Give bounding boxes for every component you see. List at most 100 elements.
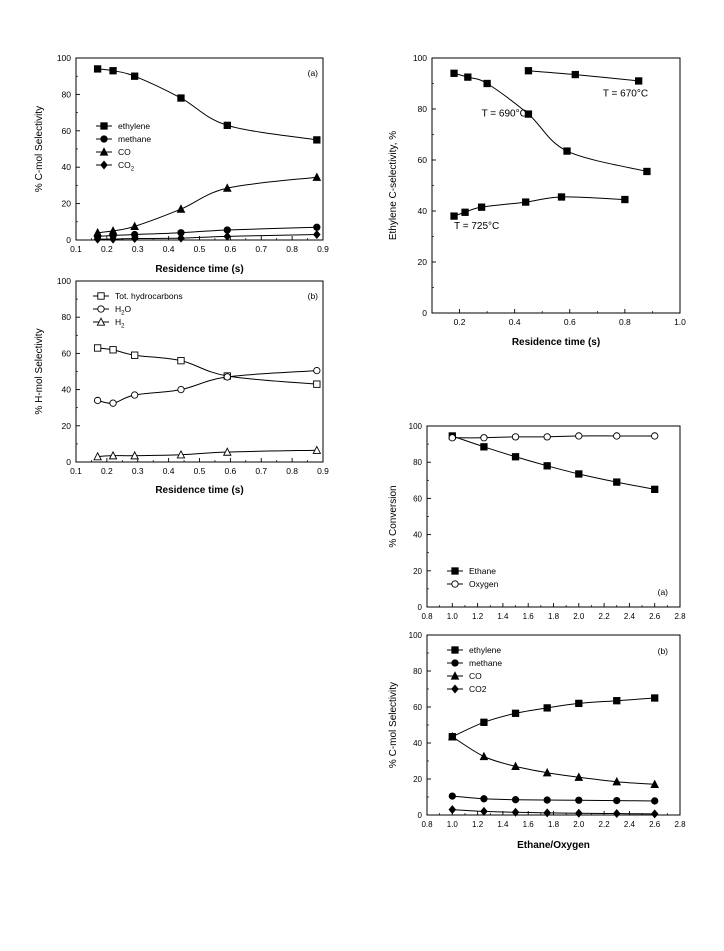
x-tick-label: 2.8	[674, 612, 686, 621]
data-point	[312, 172, 322, 181]
data-point	[312, 445, 322, 454]
series-3	[93, 172, 322, 237]
x-tick-label: 2.0	[573, 820, 585, 829]
legend-entry: H2O	[93, 304, 131, 317]
data-point	[109, 399, 117, 407]
x-tick-label: 1.2	[472, 612, 484, 621]
chart-p3: 0.2 0.4 0.6 0.8 1.0 0 20 40 60 80 100 Residence tim…	[388, 53, 686, 348]
legend-marker	[451, 567, 459, 575]
series-4	[93, 230, 321, 244]
data-point	[176, 204, 186, 213]
y-tick-label: 60	[62, 126, 72, 136]
x-tick-label: 1.8	[548, 820, 560, 829]
legend-entry: H2	[93, 317, 125, 330]
y-axis-label: Ethylene C-selectivity, %	[388, 131, 399, 240]
data-point	[483, 79, 491, 88]
panel-label: (a)	[308, 68, 319, 78]
y-tick-label: 40	[413, 739, 422, 748]
panel-label: (b)	[308, 291, 319, 301]
data-point	[651, 485, 659, 493]
y-axis-label: % Conversion	[388, 485, 399, 547]
panel-label: (a)	[658, 587, 669, 597]
data-point	[543, 808, 551, 818]
data-point	[109, 234, 117, 244]
legend-marker	[100, 160, 108, 170]
x-tick-label: 0.3	[132, 466, 144, 476]
x-tick-label: 2.0	[573, 612, 585, 621]
chart-p5: 0.8 1.0 1.2 1.4 1.6 1.8 2.0 2.2 2.4 2.6 2.8 0 20 40 60…	[388, 631, 686, 851]
legend-label: methane	[469, 658, 502, 668]
series-line	[97, 449, 317, 458]
legend-label: Ethane	[469, 566, 496, 576]
data-point	[613, 432, 621, 440]
y-axis-label: % C-mol Selectivity	[34, 106, 45, 192]
data-point	[177, 356, 185, 365]
data-point	[542, 767, 552, 777]
data-point	[477, 203, 486, 211]
data-point	[108, 226, 118, 235]
legend-label: methane	[118, 134, 151, 144]
x-tick-label: 0.6	[564, 317, 576, 327]
x-tick-label: 0.8	[286, 466, 298, 476]
series-1	[448, 432, 659, 493]
data-point	[575, 432, 583, 440]
x-tick-label: 1.0	[447, 820, 459, 829]
y-tick-label: 20	[418, 257, 428, 267]
data-point	[511, 709, 520, 717]
data-point	[575, 699, 583, 708]
data-point	[650, 779, 660, 789]
data-point	[109, 346, 117, 354]
legend-marker	[96, 317, 106, 326]
legend-label: Tot. hydrocarbons	[115, 291, 183, 301]
data-point	[448, 805, 457, 815]
data-point	[511, 433, 520, 441]
series-2	[450, 69, 651, 176]
x-tick-label: 0.5	[194, 244, 206, 254]
x-tick-label: 2.6	[649, 612, 661, 621]
legend-marker	[97, 292, 105, 300]
x-tick-label: 2.6	[649, 820, 661, 829]
data-point	[464, 73, 472, 81]
chart-p1: 0.1 0.2 0.3 0.4 0.5 0.6 0.7 0.8 0.9 0 20 40 60 80 100 R…	[34, 53, 329, 275]
data-point	[575, 796, 583, 804]
series-1	[448, 694, 659, 741]
x-tick-label: 1.6	[523, 612, 535, 621]
x-tick-label: 0.2	[101, 466, 113, 476]
series-line	[97, 347, 317, 385]
y-tick-label: 80	[413, 458, 422, 467]
data-point	[313, 380, 321, 388]
legend-entry: Ethane	[447, 566, 496, 576]
legend-entry: Oxygen	[447, 579, 499, 589]
data-point	[109, 67, 117, 75]
data-point	[575, 808, 583, 818]
data-point	[511, 796, 520, 804]
y-axis-label: % H-mol Selectivity	[34, 328, 45, 414]
x-tick-label: 1.8	[548, 612, 560, 621]
series-line	[528, 70, 639, 82]
series-2	[93, 366, 321, 407]
data-point	[450, 69, 458, 77]
data-point	[511, 807, 520, 817]
data-point	[571, 70, 579, 79]
panel-label: (b)	[658, 646, 669, 656]
y-tick-label: 80	[62, 89, 72, 99]
y-tick-label: 20	[62, 421, 72, 431]
x-tick-label: 0.9	[317, 244, 329, 254]
legend-marker	[451, 659, 459, 667]
x-axis-label: Residence time (s)	[512, 337, 600, 348]
x-tick-label: 0.7	[255, 244, 267, 254]
series-2	[448, 432, 659, 442]
chart-p2: 0.1 0.2 0.3 0.4 0.5 0.6 0.7 0.8 0.9 0 20 40 60 80 100 R…	[34, 276, 329, 496]
y-tick-label: 40	[62, 385, 72, 395]
legend-label: Oxygen	[469, 579, 499, 589]
annotation: T = 670°C	[603, 88, 648, 99]
legend-entry: CO	[447, 671, 482, 681]
y-tick-label: 0	[418, 603, 423, 612]
data-point	[130, 234, 139, 244]
data-point	[313, 230, 321, 240]
y-tick-label: 0	[422, 308, 427, 318]
x-tick-label: 2.2	[599, 820, 611, 829]
data-point	[313, 136, 321, 144]
data-point	[543, 796, 551, 804]
